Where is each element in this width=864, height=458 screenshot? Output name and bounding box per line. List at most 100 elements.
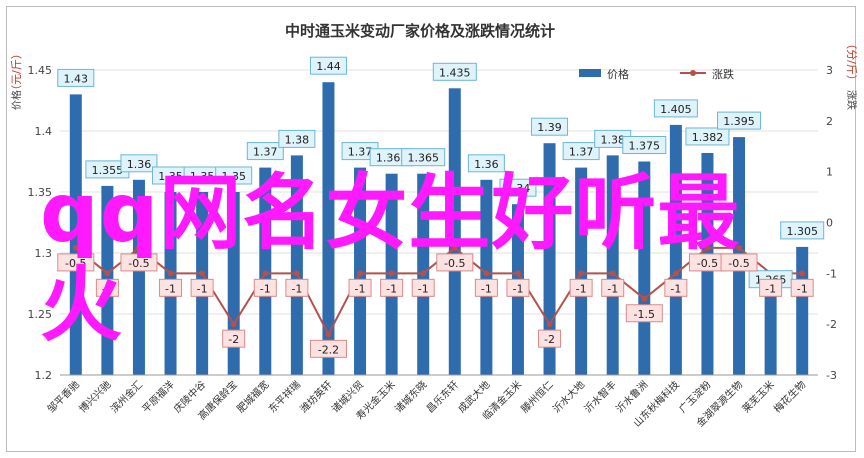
- change-data-label: -1: [260, 282, 271, 295]
- change-label-box: [222, 329, 246, 348]
- change-label-box: [190, 278, 214, 297]
- x-tick-label: 东平祥瑞: [266, 378, 303, 415]
- line-point-change: [514, 270, 521, 277]
- bar-price: [606, 155, 619, 375]
- change-data-label: -1: [418, 282, 429, 295]
- change-label-box: [120, 253, 158, 272]
- change-data-label: -1: [576, 282, 587, 295]
- price-data-label: 1.35: [221, 170, 246, 183]
- change-data-label: -0.5: [128, 257, 149, 270]
- price-data-label: 1.37: [569, 146, 594, 159]
- y-tick-left-label: 1.25: [28, 308, 53, 321]
- change-data-label: -1.5: [634, 308, 655, 321]
- change-data-label: -1: [102, 282, 113, 295]
- price-label-box: [467, 154, 505, 173]
- change-label-box: [95, 278, 119, 297]
- price-label-box: [215, 166, 253, 185]
- line-point-change: [388, 270, 395, 277]
- line-point-change: [262, 270, 269, 277]
- price-data-label: 1.36: [474, 158, 499, 171]
- change-data-label: -1: [607, 282, 618, 295]
- x-tick-label: 滨州金汇: [108, 378, 145, 415]
- y-tick-right-label: 0: [826, 217, 833, 230]
- line-point-change: [451, 244, 458, 251]
- price-data-label: 1.305: [786, 225, 818, 238]
- x-tick-label: 沂水大地: [550, 378, 587, 415]
- y-tick-right-label: -2: [826, 318, 837, 331]
- line-point-change: [609, 270, 616, 277]
- change-label-box: [348, 278, 372, 297]
- change-data-label: -2: [544, 333, 555, 346]
- bar-price: [132, 179, 145, 375]
- price-data-label: 1.37: [253, 146, 278, 159]
- price-data-label: 1.35: [158, 170, 183, 183]
- price-label-box: [246, 142, 284, 161]
- price-label-box: [653, 99, 698, 118]
- change-data-label: -0.5: [697, 257, 718, 270]
- x-tick-label: 沂水智丰: [581, 378, 618, 415]
- bar-price: [290, 155, 303, 375]
- bar-price: [638, 161, 651, 375]
- change-label-box: [759, 278, 783, 297]
- change-data-label: -1: [355, 282, 366, 295]
- change-data-label: -1: [386, 282, 397, 295]
- legend-label-change: 涨跌: [712, 67, 734, 81]
- change-data-label: -1: [197, 282, 208, 295]
- price-label-box: [401, 148, 446, 167]
- change-data-label: -2: [228, 333, 239, 346]
- y-tick-left-label: 1.3: [35, 247, 53, 260]
- change-data-label: -0.5: [444, 257, 465, 270]
- price-data-label: 1.375: [629, 140, 661, 153]
- x-tick-label: 平原福洋: [139, 378, 176, 415]
- change-data-label: -1: [512, 282, 523, 295]
- x-tick-label: 博兴兴驰: [76, 378, 113, 415]
- line-point-change: [483, 270, 490, 277]
- bar-price: [322, 82, 335, 375]
- legend-marker-change: [690, 70, 696, 76]
- change-label-box: [436, 253, 474, 272]
- y-axis-right-label: （分/斤）: [845, 38, 858, 86]
- line-point-change: [104, 270, 111, 277]
- y-axis-left-sublabel: 价格: [10, 90, 23, 110]
- price-label-box: [780, 221, 825, 240]
- change-data-label: -2.2: [318, 343, 339, 356]
- price-label-box: [57, 68, 95, 87]
- price-data-label: 1.44: [316, 60, 341, 73]
- change-label-box: [720, 253, 758, 272]
- change-label-box: [538, 329, 562, 348]
- price-data-label: 1.435: [439, 66, 471, 79]
- y-tick-right-label: -3: [826, 369, 837, 382]
- change-data-label: -1: [765, 282, 776, 295]
- y-axis-left-label: （元/斤）: [10, 48, 23, 96]
- y-tick-left-label: 1.35: [28, 186, 53, 199]
- y-tick-right-label: 2: [826, 115, 833, 128]
- price-data-label: 1.36: [127, 158, 152, 171]
- price-label-box: [278, 129, 316, 148]
- chart-frame: [6, 6, 856, 452]
- change-label-box: [57, 253, 95, 272]
- price-data-label: 1.365: [407, 152, 439, 165]
- price-label-box: [432, 62, 477, 81]
- price-data-label: 1.38: [285, 133, 310, 146]
- line-point-change: [325, 331, 332, 338]
- line-point-change: [72, 244, 79, 251]
- change-label-box: [380, 278, 404, 297]
- line-point-change: [578, 270, 585, 277]
- bar-price: [796, 246, 809, 375]
- bar-price: [764, 295, 777, 375]
- x-tick-label: 肥城福宽: [234, 378, 271, 415]
- bar-price: [480, 179, 493, 375]
- change-label-box: [159, 278, 183, 297]
- line-point-change: [799, 270, 806, 277]
- line-point-change: [167, 270, 174, 277]
- x-tick-label: 潍坊英轩: [297, 378, 334, 415]
- y-tick-right-label: 3: [826, 64, 833, 77]
- price-data-label: 1.382: [692, 131, 724, 144]
- price-data-label: 1.365: [376, 152, 408, 165]
- line-point-change: [420, 270, 427, 277]
- change-label-box: [664, 278, 688, 297]
- y-tick-left-label: 1.4: [35, 125, 53, 138]
- line-point-change: [230, 321, 237, 328]
- price-data-label: 1.38: [600, 133, 625, 146]
